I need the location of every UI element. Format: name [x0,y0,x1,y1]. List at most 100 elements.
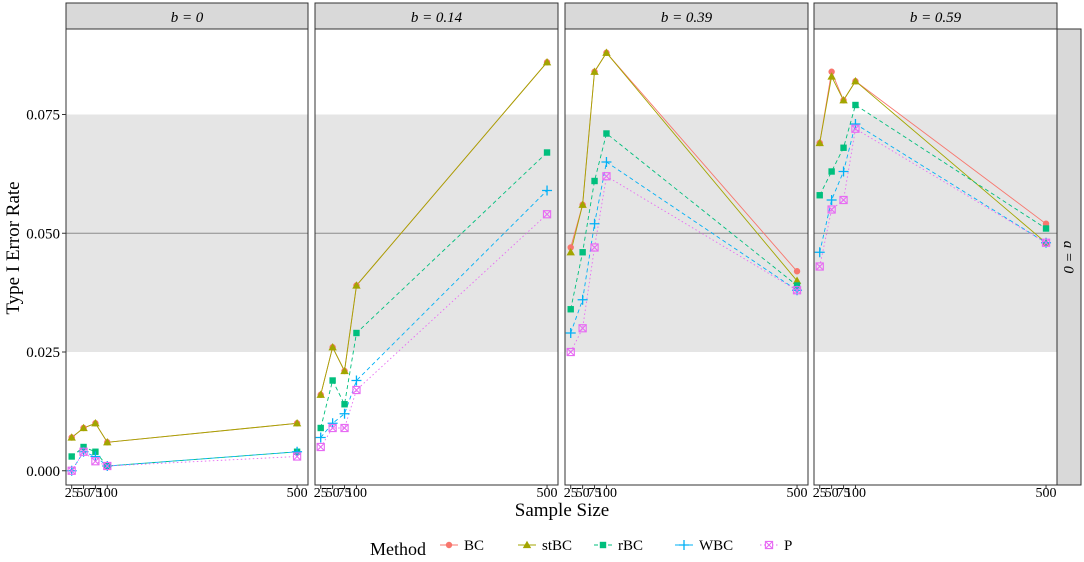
y-tick-label: 0.050 [26,226,60,242]
legend-title: Method [370,539,426,559]
data-point-rBC [329,377,336,384]
data-point-stBC [827,72,836,80]
legend-label-P: P [784,538,792,554]
data-point-stBC [578,200,587,208]
data-point-rBC [828,168,835,175]
data-point-P [590,243,599,252]
data-point-WBC [601,157,612,167]
data-point-rBC [579,249,586,256]
x-tick-label: 75 [88,486,102,501]
panel-strip-label: b = 0.39 [661,10,713,26]
data-point-BC [567,244,574,251]
legend-item-P: P [760,538,792,554]
x-tick-label: 50 [576,486,590,501]
x-tick-label: 100 [845,486,866,501]
legend: BC stBC rBC WBC P [440,538,792,554]
x-tick-label: 25 [564,486,578,501]
data-point-rBC [603,130,610,137]
x-tick-label: 100 [596,486,617,501]
data-point-P [1041,238,1051,247]
data-point-stBC [103,438,112,446]
x-tick-label: 100 [97,486,118,501]
data-point-WBC [814,247,825,258]
legend-item-stBC: stBC [518,538,572,554]
legend-marker-rBC [599,541,607,549]
y-tick-label: 0.025 [26,345,60,361]
x-tick-label: 25 [314,486,328,501]
panel-border [314,28,559,486]
legend-label-WBC: WBC [699,538,733,554]
series-line-rBC [570,132,798,310]
data-point-P [316,442,325,452]
data-point-stBC [839,96,848,104]
panel-strip-label: b = 0 [171,10,204,26]
data-point-stBC [792,276,802,284]
data-point-WBC [315,432,326,443]
data-point-P [340,423,349,433]
data-point-P [602,172,611,181]
data-point-stBC [91,419,100,427]
data-point-P [827,205,836,214]
x-tick-label: 25 [813,486,827,501]
legend-label-rBC: rBC [618,538,643,554]
data-point-stBC [67,433,76,441]
data-point-P [851,124,860,133]
legend-marker-WBC [679,540,689,550]
data-point-rBC [353,329,360,337]
panel-strip [65,2,309,30]
data-point-rBC [543,149,551,156]
x-tick-label: 500 [287,486,308,501]
x-tick-label: 75 [837,486,851,501]
data-point-rBC [567,306,574,313]
data-point-WBC [327,418,338,429]
data-point-WBC [292,446,303,457]
row-strip-label: a = 0 [1060,241,1076,274]
data-point-WBC [826,195,837,205]
y-tick-label: 0.075 [26,108,60,124]
data-point-rBC [341,401,348,408]
data-point-rBC [816,192,823,199]
data-point-WBC [351,375,362,386]
x-tick-label: 50 [825,486,839,501]
x-tick-label: 25 [65,486,79,501]
data-point-WBC [542,185,553,196]
data-point-stBC [340,366,349,375]
x-tick-label: 75 [588,486,602,501]
panel-strip [564,2,809,30]
x-axis-label: Sample Size [515,500,609,521]
data-point-rBC [1042,225,1050,232]
legend-label-stBC: stBC [542,538,572,554]
x-tick-label: 50 [326,486,340,501]
data-point-rBC [317,424,324,432]
data-point-WBC [90,451,101,462]
panel-strip [314,2,559,30]
data-point-WBC [339,408,350,419]
data-point-P [542,210,552,219]
data-point-P [839,195,848,205]
data-point-P [103,461,112,471]
panel-strip-label: b = 0.14 [411,10,463,26]
x-tick-label: 500 [537,486,558,501]
data-point-stBC [352,281,361,289]
data-point-stBC [815,138,824,147]
legend-marker-BC [445,541,453,549]
data-point-P [352,385,361,395]
data-point-stBC [542,58,552,66]
data-point-P [566,347,575,357]
data-point-stBC [292,419,302,427]
series-line-rBC [819,104,1047,229]
data-point-P [328,423,337,433]
data-point-P [292,452,302,461]
data-point-BC [793,268,801,275]
data-point-P [815,262,824,271]
legend-marker-P [764,540,774,550]
data-point-rBC [591,177,598,185]
x-tick-label: 50 [77,486,91,501]
data-point-P [792,286,802,295]
